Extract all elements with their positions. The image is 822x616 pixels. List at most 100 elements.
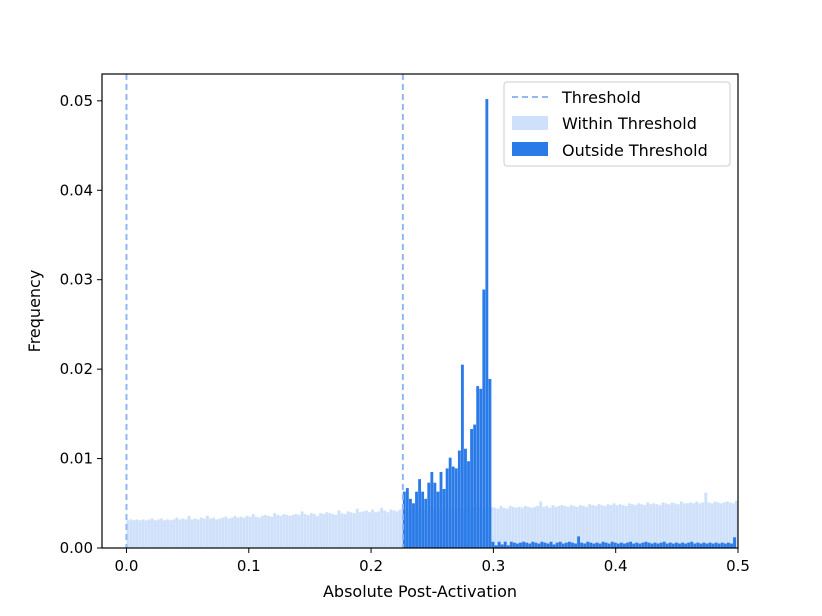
within-threshold-bar [328, 513, 332, 548]
within-threshold-bar [319, 513, 322, 548]
within-threshold-bar [368, 512, 371, 548]
outside-threshold-bar [665, 543, 669, 548]
threshold-lines [125, 74, 404, 548]
outside-threshold-bar [629, 541, 633, 548]
outside-threshold-bar [561, 543, 565, 548]
within-threshold-bar [254, 516, 258, 548]
within-threshold-bar [664, 503, 668, 548]
outside-threshold-bar [681, 542, 684, 548]
y-tick-label: 0.05 [60, 92, 93, 110]
outside-threshold-bar [641, 542, 645, 548]
outside-threshold-bar [613, 542, 617, 548]
x-tick-label: 0.4 [604, 557, 628, 575]
outside-threshold-bar [586, 541, 590, 548]
within-threshold-bar [273, 513, 277, 548]
outside-threshold-bar [702, 542, 706, 548]
outside-threshold-bar [650, 543, 654, 548]
within-threshold-bar [728, 502, 732, 548]
within-threshold-bar [175, 517, 179, 548]
within-threshold-bar [505, 508, 509, 548]
within-threshold-bar [312, 514, 316, 548]
outside-threshold-bar [619, 542, 623, 548]
outside-threshold-bar [415, 491, 418, 548]
within-threshold-bar [346, 511, 350, 548]
within-threshold-bar [251, 514, 255, 548]
within-threshold-bar [126, 520, 130, 548]
within-threshold-bar [334, 514, 338, 548]
outside-threshold-bar [439, 471, 443, 548]
outside-threshold-bar [448, 457, 452, 548]
within-threshold-bar [138, 520, 142, 548]
within-threshold-bar [343, 514, 347, 548]
outside-threshold-bar [467, 461, 470, 548]
within-threshold-bar [227, 518, 231, 548]
within-threshold-bar [322, 514, 326, 548]
y-tick-label: 0.04 [60, 181, 93, 199]
within-threshold-bar [508, 505, 512, 548]
within-threshold-bar [199, 517, 203, 548]
within-threshold-bar [153, 520, 157, 548]
within-threshold-bar [160, 518, 163, 548]
within-threshold-bar [579, 505, 582, 548]
within-threshold-bar [209, 518, 212, 548]
within-threshold-bar [725, 501, 729, 548]
x-axis-label: Absolute Post-Activation [323, 582, 517, 601]
within-threshold-bar [539, 501, 543, 548]
within-threshold-bar [496, 508, 500, 548]
y-tick-label: 0.01 [60, 450, 93, 468]
within-threshold-bar [523, 505, 527, 548]
within-threshold-bar [719, 503, 723, 548]
outside-threshold-bar [684, 543, 688, 548]
outside-threshold-bar [696, 542, 700, 548]
within-threshold-bar [689, 502, 692, 548]
within-threshold-bar [144, 520, 148, 548]
within-threshold-bar [233, 515, 237, 548]
within-threshold-bar [514, 507, 518, 548]
outside-threshold-bar [580, 542, 584, 548]
within-threshold-bar [303, 514, 307, 548]
within-threshold-bar [316, 515, 319, 548]
outside-threshold-bar [635, 542, 639, 548]
legend: Threshold Within Threshold Outside Thres… [503, 81, 731, 167]
outside-threshold-bar [626, 542, 629, 548]
outside-threshold-bar [733, 537, 736, 548]
outside-threshold-bar [509, 541, 513, 548]
within-threshold-bar [704, 492, 708, 548]
within-threshold-bar [288, 515, 292, 548]
y-tick-label: 0.03 [60, 271, 93, 289]
within-threshold-bar [325, 512, 329, 548]
legend-box [503, 81, 731, 167]
within-threshold-bar [309, 513, 313, 548]
within-threshold-bar [588, 504, 592, 548]
within-threshold-bar [276, 514, 280, 548]
within-threshold-bar [337, 510, 341, 548]
within-threshold-bar [279, 515, 283, 548]
within-threshold-bar [135, 519, 139, 548]
within-threshold-bar [212, 517, 215, 548]
within-threshold-bar [698, 503, 702, 548]
within-threshold-bar [734, 500, 738, 548]
within-threshold-bar [701, 502, 705, 548]
outside-threshold-bar [583, 543, 587, 548]
within-threshold-bar [637, 503, 640, 548]
outside-threshold-bar [720, 542, 724, 548]
within-threshold-bar [499, 505, 503, 548]
within-threshold-bar [615, 505, 619, 548]
within-threshold-bar [166, 519, 170, 548]
outside-threshold-bar [678, 543, 681, 548]
within-threshold-bar [242, 517, 246, 548]
within-threshold-bar [618, 504, 622, 548]
outside-threshold-bar [424, 498, 428, 548]
within-threshold-bar [545, 505, 549, 548]
within-threshold-bar [658, 505, 662, 548]
outside-threshold-bar [687, 542, 691, 548]
outside-threshold-bar [632, 543, 636, 548]
outside-threshold-bars [402, 99, 736, 548]
outside-threshold-bar [436, 491, 440, 548]
within-threshold-bar [196, 519, 200, 548]
outside-threshold-bar [497, 541, 501, 548]
within-threshold-bar [264, 514, 267, 548]
within-threshold-bar [493, 507, 497, 548]
within-threshold-bar [597, 504, 601, 548]
outside-threshold-bar [540, 541, 544, 548]
